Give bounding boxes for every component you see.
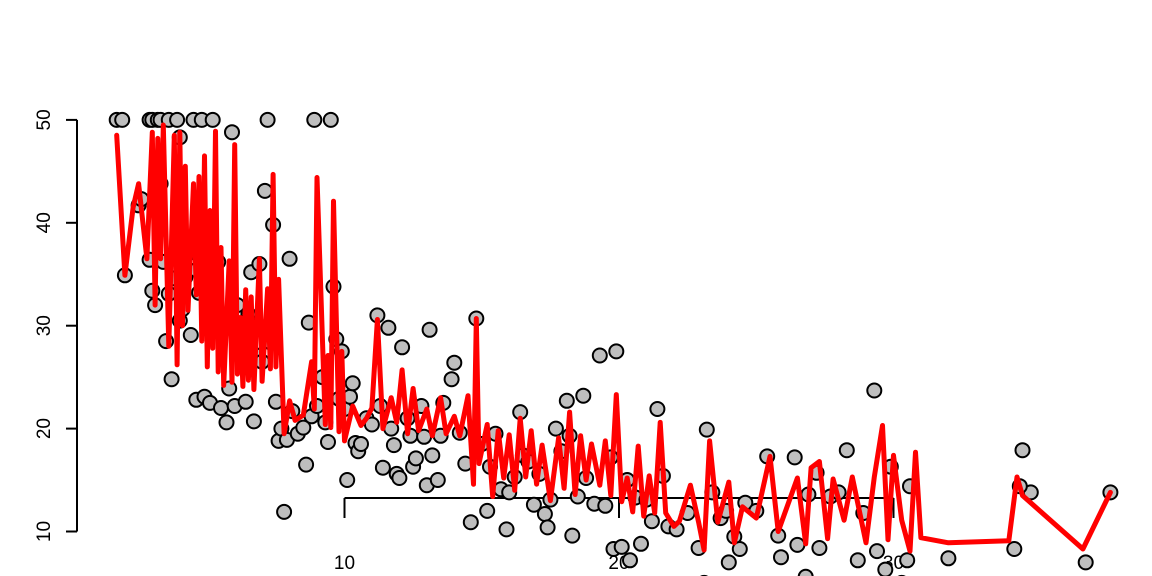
y-tick-label: 10 — [34, 521, 55, 542]
data-point — [622, 552, 638, 569]
data-point — [866, 382, 883, 399]
data-point — [591, 347, 608, 364]
data-point — [218, 414, 235, 431]
data-point — [237, 393, 254, 410]
data-point — [720, 554, 737, 571]
data-point — [869, 543, 885, 560]
data-point — [698, 421, 715, 438]
data-point — [169, 111, 186, 128]
x-tick-label: 10 — [334, 553, 355, 574]
data-point — [224, 124, 240, 141]
data-point — [281, 250, 298, 267]
data-point — [479, 502, 496, 519]
y-tick-label: 50 — [34, 109, 55, 130]
data-point — [421, 321, 438, 338]
data-point — [877, 561, 894, 576]
x-ticks: 10 20 30 — [334, 498, 904, 574]
data-point — [643, 513, 660, 530]
data-point — [163, 371, 180, 388]
data-point — [649, 401, 666, 417]
data-point — [424, 447, 441, 464]
data-point — [786, 449, 803, 466]
data-point — [899, 552, 916, 569]
data-point — [462, 514, 479, 531]
data-point — [295, 419, 312, 436]
data-point — [797, 568, 814, 576]
data-point — [320, 434, 336, 450]
data-point — [536, 506, 553, 522]
data-point — [374, 459, 391, 476]
data-point — [547, 420, 564, 437]
y-tick-label: 30 — [34, 315, 55, 336]
data-point — [380, 319, 397, 336]
y-ticks: 10 20 30 40 50 — [34, 109, 77, 542]
data-point — [429, 472, 446, 488]
x-axis: 10 20 30 — [334, 497, 904, 574]
data-point — [446, 354, 463, 371]
data-point — [114, 111, 131, 128]
data-point — [353, 436, 369, 452]
y-tick-label: 20 — [34, 418, 55, 439]
data-point — [773, 549, 789, 566]
data-point — [339, 472, 356, 488]
data-point — [182, 327, 199, 343]
series-line — [114, 122, 1113, 554]
data-point — [322, 111, 339, 128]
data-point — [306, 111, 323, 128]
data-point — [407, 450, 424, 467]
data-point — [394, 339, 411, 356]
data-point — [344, 375, 361, 392]
data-point — [245, 413, 262, 430]
data-point — [204, 111, 221, 128]
line-layer — [114, 122, 1113, 554]
data-point — [849, 552, 866, 569]
data-point — [731, 541, 748, 557]
data-point — [811, 540, 828, 556]
data-point — [1077, 554, 1094, 571]
y-tick-label: 40 — [34, 212, 55, 233]
data-point — [789, 536, 806, 553]
data-point — [608, 343, 625, 360]
data-point — [525, 496, 542, 513]
data-point — [391, 470, 408, 486]
data-point — [564, 527, 581, 544]
data-point — [539, 519, 556, 536]
data-point — [256, 182, 273, 199]
data-point — [298, 456, 315, 473]
data-point — [613, 538, 630, 555]
data-point — [1006, 541, 1023, 557]
data-point — [838, 442, 855, 459]
data-point — [633, 535, 649, 552]
data-point — [443, 371, 460, 388]
data-point — [1014, 442, 1031, 459]
data-point — [498, 521, 515, 538]
data-point — [597, 497, 614, 514]
data-point — [213, 400, 229, 416]
data-point — [276, 503, 293, 520]
data-point — [575, 387, 592, 404]
y-axis: 10 20 30 40 50 — [34, 109, 78, 542]
data-point — [259, 111, 276, 128]
data-point — [558, 392, 575, 409]
data-point — [385, 437, 402, 454]
data-point — [940, 550, 957, 567]
